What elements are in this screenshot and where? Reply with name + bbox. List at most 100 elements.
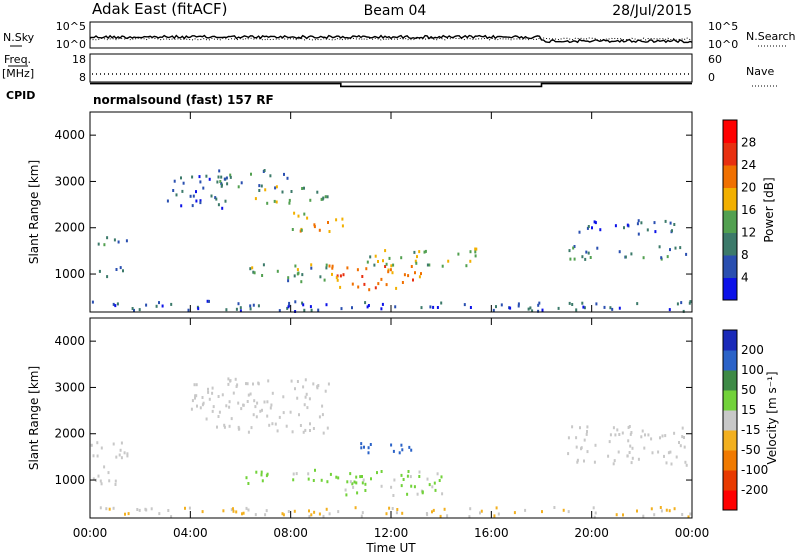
range-cell: [446, 514, 449, 518]
range-cell: [331, 264, 334, 268]
range-cell: [138, 508, 141, 512]
range-cell: [537, 303, 540, 307]
range-cell: [359, 475, 362, 479]
range-cell: [385, 262, 388, 266]
range-cell: [393, 478, 396, 482]
range-cell: [414, 259, 417, 263]
range-cell: [650, 437, 653, 441]
beam-title: Beam 04: [364, 3, 427, 19]
range-cell: [175, 193, 178, 197]
colorbar-frame: [722, 119, 738, 301]
range-cell: [586, 430, 588, 433]
frequency-trace: [90, 82, 692, 88]
range-cell: [568, 301, 571, 305]
range-cell: [587, 225, 590, 228]
range-cell: [274, 422, 277, 426]
range-cell: [400, 256, 403, 260]
range-cell: [278, 309, 281, 313]
range-cell: [400, 473, 403, 477]
range-cell: [580, 447, 582, 451]
range-cell: [571, 425, 574, 429]
range-cell: [642, 514, 645, 518]
range-cell: [681, 426, 684, 430]
colorbar-tick-label: 16: [741, 203, 756, 217]
range-cell: [395, 286, 398, 290]
range-cell: [636, 302, 639, 306]
range-cell: [653, 513, 656, 517]
range-cell: [253, 271, 256, 275]
range-cell: [115, 455, 118, 459]
range-cell: [497, 512, 500, 516]
range-cell: [468, 515, 471, 519]
range-cell: [232, 391, 235, 395]
range-cell: [537, 309, 540, 313]
power-x-ticks: [89, 112, 693, 312]
range-cell: [418, 250, 421, 254]
range-cell: [355, 475, 358, 479]
range-cell: [465, 264, 468, 268]
range-cell: [688, 301, 691, 305]
range-cell: [469, 507, 472, 511]
range-cell: [327, 221, 329, 224]
range-cell: [251, 266, 254, 270]
range-cell: [623, 226, 625, 230]
range-cell: [671, 229, 673, 233]
range-cell: [367, 446, 370, 450]
range-cell: [120, 441, 123, 445]
noise-left-label: N.Sky: [3, 31, 35, 44]
range-cell: [225, 308, 228, 312]
range-cell: [469, 250, 472, 254]
range-cell: [339, 285, 342, 289]
x-tick-label: 12:00: [374, 526, 409, 540]
range-cell: [271, 391, 274, 395]
freq-left-tick-bottom: 8: [79, 71, 86, 84]
range-cell: [364, 301, 367, 305]
range-cell: [267, 379, 270, 383]
range-cell: [611, 307, 614, 311]
range-cell: [509, 306, 512, 310]
range-cell: [220, 181, 223, 185]
range-cell: [640, 435, 643, 439]
range-cell: [676, 302, 679, 306]
range-cell: [443, 507, 446, 511]
range-cell: [513, 511, 516, 515]
range-cell: [325, 303, 328, 307]
range-cell: [400, 443, 403, 447]
range-cell: [651, 451, 654, 455]
range-cell: [650, 507, 653, 511]
range-cell: [390, 443, 393, 447]
range-cell: [630, 252, 633, 256]
range-cell: [116, 302, 119, 306]
range-cell: [567, 510, 570, 514]
range-cell: [637, 457, 640, 461]
range-cell: [377, 282, 380, 286]
range-cell: [286, 306, 289, 310]
range-cell: [294, 387, 296, 391]
range-cell: [191, 175, 194, 179]
power-scatter-cells: [91, 169, 692, 313]
range-cell: [421, 491, 424, 495]
range-cell: [363, 445, 365, 449]
range-cell: [194, 396, 196, 400]
range-cell: [495, 305, 497, 309]
range-cell: [296, 380, 299, 383]
range-cell: [668, 509, 671, 513]
range-cell: [133, 308, 135, 312]
range-cell: [683, 445, 686, 449]
range-cell: [626, 454, 629, 458]
colorbar-segment: [723, 187, 737, 211]
range-cell: [673, 223, 676, 226]
range-cell: [653, 221, 656, 225]
range-cell: [659, 436, 661, 440]
range-cell: [99, 479, 102, 483]
colorbar-frame: [722, 329, 738, 511]
range-cell: [201, 396, 204, 399]
x-axis-title: Time UT: [365, 541, 416, 554]
range-cell: [567, 452, 570, 456]
nave-label: Nave: [746, 65, 774, 78]
range-cell: [391, 507, 394, 510]
range-cell: [309, 198, 312, 202]
range-cell: [355, 481, 358, 485]
range-cell: [390, 264, 393, 268]
range-cell: [320, 478, 323, 482]
